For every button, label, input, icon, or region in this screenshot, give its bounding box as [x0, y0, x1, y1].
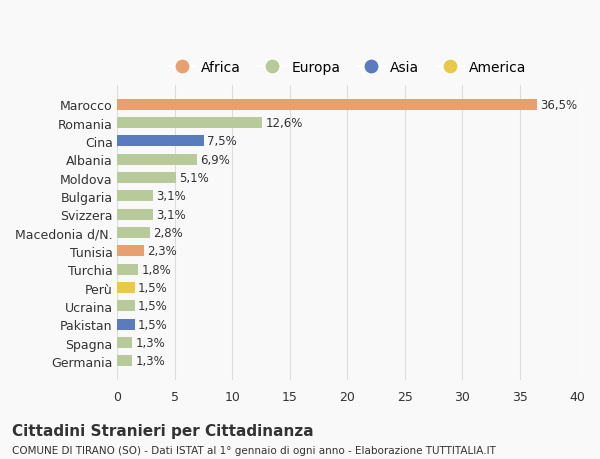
Bar	[118, 301, 135, 312]
Text: 1,5%: 1,5%	[138, 281, 168, 295]
Text: 1,3%: 1,3%	[136, 336, 166, 349]
Text: 2,3%: 2,3%	[148, 245, 177, 258]
Bar	[118, 100, 537, 111]
Legend: Africa, Europa, Asia, America: Africa, Europa, Asia, America	[163, 55, 532, 80]
Bar	[118, 154, 197, 165]
Bar	[118, 173, 176, 184]
Bar	[118, 136, 203, 147]
Bar	[118, 356, 133, 367]
Text: 1,5%: 1,5%	[138, 300, 168, 313]
Text: 1,3%: 1,3%	[136, 355, 166, 368]
Bar	[118, 246, 144, 257]
Text: 12,6%: 12,6%	[266, 117, 303, 130]
Text: 1,8%: 1,8%	[142, 263, 172, 276]
Bar	[118, 209, 153, 220]
Text: 3,1%: 3,1%	[157, 208, 187, 221]
Text: 3,1%: 3,1%	[157, 190, 187, 203]
Bar	[118, 118, 262, 129]
Text: 36,5%: 36,5%	[540, 99, 577, 112]
Text: 1,5%: 1,5%	[138, 318, 168, 331]
Text: COMUNE DI TIRANO (SO) - Dati ISTAT al 1° gennaio di ogni anno - Elaborazione TUT: COMUNE DI TIRANO (SO) - Dati ISTAT al 1°…	[12, 445, 496, 455]
Bar	[118, 319, 135, 330]
Bar	[118, 282, 135, 293]
Bar	[118, 337, 133, 348]
Text: 6,9%: 6,9%	[200, 153, 230, 166]
Text: Cittadini Stranieri per Cittadinanza: Cittadini Stranieri per Cittadinanza	[12, 423, 314, 438]
Text: 7,5%: 7,5%	[207, 135, 237, 148]
Bar	[118, 191, 153, 202]
Bar	[118, 264, 138, 275]
Text: 2,8%: 2,8%	[153, 227, 183, 240]
Bar	[118, 228, 149, 239]
Text: 5,1%: 5,1%	[179, 172, 209, 185]
